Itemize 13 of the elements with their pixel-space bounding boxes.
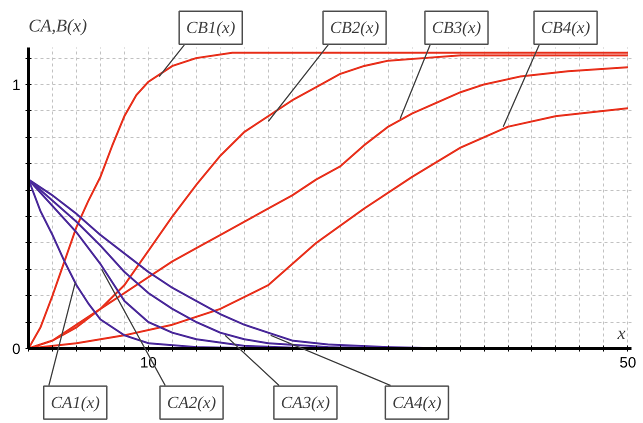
x-tick-label: 50: [620, 354, 636, 372]
y-axis-title: CA,B(x): [28, 16, 87, 36]
y-tick-label: 1: [12, 76, 20, 94]
annotation: CB1(x): [186, 18, 236, 38]
annotation: CA1(x): [50, 393, 100, 412]
annotation: CA2(x): [166, 393, 216, 412]
annotation: CB3(x): [432, 18, 482, 38]
annotation: CB4(x): [541, 18, 590, 38]
annotation: CA4(x): [392, 393, 442, 412]
y-tick-label: 0: [12, 341, 20, 358]
x-axis-title: x: [616, 323, 626, 344]
annotation: CB2(x): [330, 18, 380, 38]
annotation: CA3(x): [280, 393, 330, 412]
